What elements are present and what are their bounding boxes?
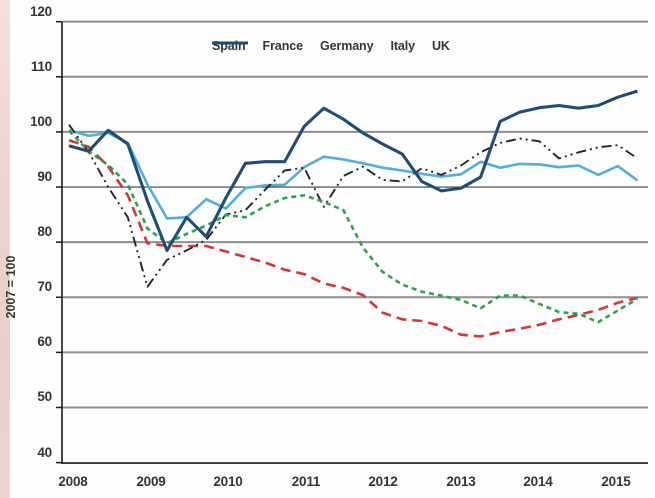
y-tick-label-60: 60 xyxy=(37,334,52,349)
series-line-uk xyxy=(68,89,638,252)
y-tick-label-70: 70 xyxy=(37,279,52,294)
legend-label-uk: UK xyxy=(431,39,450,53)
legend-line-sample-uk xyxy=(212,41,248,45)
legend-item-uk: UK xyxy=(212,39,450,53)
series-line-spain xyxy=(68,138,638,338)
x-tick-label-2012: 2012 xyxy=(368,474,398,489)
series-line-italy xyxy=(68,129,639,324)
x-tick-label-2010: 2010 xyxy=(213,474,243,489)
y-tick-label-50: 50 xyxy=(37,389,52,404)
y-tick-label-120: 120 xyxy=(30,4,52,19)
y-tick-label-80: 80 xyxy=(37,224,52,239)
x-tick-label-2014: 2014 xyxy=(523,474,553,489)
x-tick-label-2015: 2015 xyxy=(601,474,631,489)
y-tick-label-100: 100 xyxy=(30,114,52,129)
page-edge-strip xyxy=(0,0,10,498)
x-tick-label-2011: 2011 xyxy=(291,474,321,489)
chart-legend: Spain France Germany Italy UK xyxy=(212,39,450,53)
x-tick-label-2013: 2013 xyxy=(446,474,476,489)
legend-item-france: France xyxy=(212,39,304,53)
y-tick-label-110: 110 xyxy=(30,59,52,74)
legend-label-italy: Italy xyxy=(390,39,415,53)
x-tick-label-2008: 2008 xyxy=(58,474,88,489)
y-tick-label-90: 90 xyxy=(37,169,52,184)
series-line-france xyxy=(68,129,639,220)
series-line-germany xyxy=(68,124,638,288)
legend-label-france: France xyxy=(262,39,304,53)
legend-item-germany: Germany xyxy=(212,39,374,53)
x-tick-label-2009: 2009 xyxy=(136,474,166,489)
y-tick-label-40: 40 xyxy=(37,445,52,460)
legend-label-germany: Germany xyxy=(319,39,374,53)
legend-item-italy: Italy xyxy=(212,39,415,53)
